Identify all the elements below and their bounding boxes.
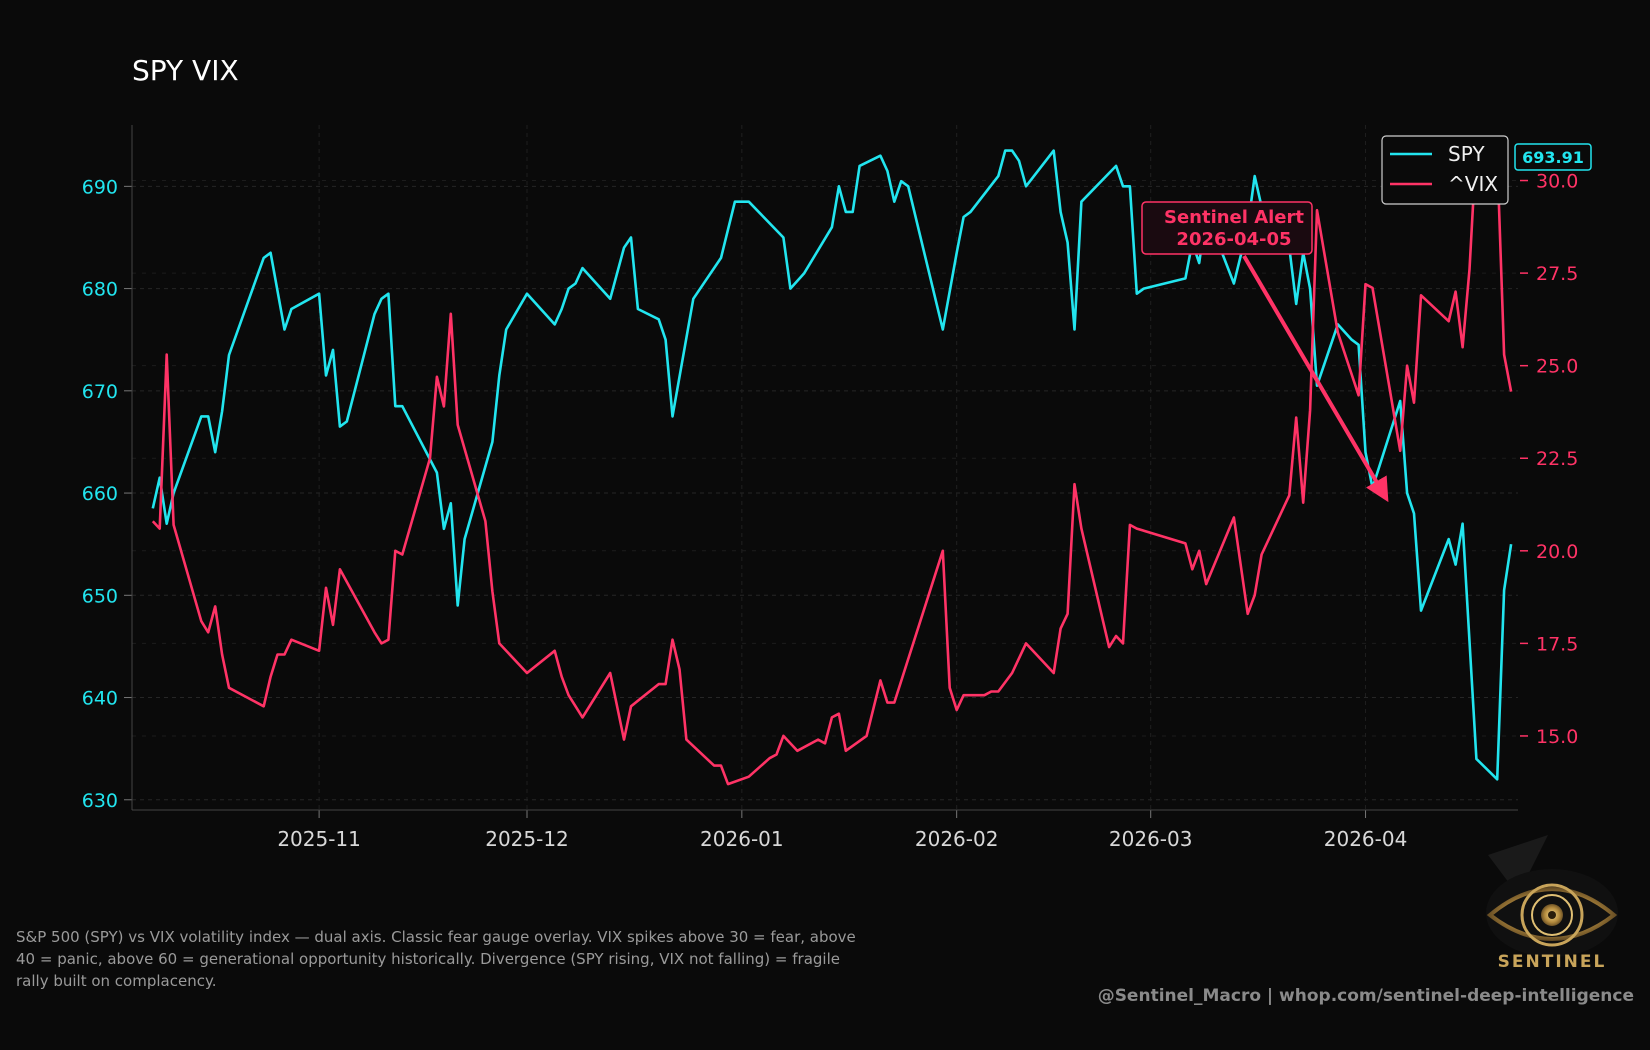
legend-layer: SPY ^VIX 693.91 (1381, 135, 1592, 205)
last-value-label: 693.91 (1522, 148, 1584, 167)
last-value-box (1514, 143, 1592, 171)
y-right-tick-label: 20.0 (1536, 541, 1578, 563)
x-tick-label: 2026-03 (1109, 827, 1193, 851)
x-tick-label: 2026-02 (915, 827, 999, 851)
series-layer (151, 142, 1513, 786)
series-line-vix (151, 142, 1513, 786)
annotation-date: 2026-04-05 (1176, 229, 1291, 250)
legend-entry: SPY (1448, 142, 1485, 166)
sentinel-eye-icon (1486, 835, 1618, 957)
y-left-tick-label: 660 (82, 483, 118, 505)
y-right-tick-label: 27.5 (1536, 263, 1578, 285)
credit-line: @Sentinel_Macro | whop.com/sentinel-deep… (1097, 986, 1634, 1006)
series-line-spy (151, 149, 1513, 781)
y-right-tick-label: 25.0 (1536, 356, 1578, 378)
y-right-tick-label: 15.0 (1536, 726, 1578, 748)
x-tick-label: 2026-04 (1324, 827, 1408, 851)
y-right-tick-label: 22.5 (1536, 448, 1578, 470)
y-right-tick-label: 17.5 (1536, 633, 1578, 655)
y-left-tick-label: 680 (82, 279, 118, 301)
annotation-label: Sentinel Alert (1164, 207, 1304, 228)
y-left-tick-label: 640 (82, 688, 118, 710)
logo-wordmark: SENTINEL (1497, 952, 1607, 972)
annotation-arrow (1242, 254, 1389, 503)
y-left-tick-label: 630 (82, 790, 118, 812)
y-left-tick-label: 650 (82, 585, 118, 607)
y-left-tick-label: 670 (82, 381, 118, 403)
y-right-tick-label: 30.0 (1536, 171, 1578, 193)
legend-entry: ^VIX (1448, 172, 1498, 196)
annotation-box (1141, 201, 1313, 255)
axes-layer: 630 640 650 660 670 680 690 15.0 17.5 20.0 22.5 25.… (82, 125, 1578, 851)
x-tick-label: 2026-01 (700, 827, 784, 851)
chart-title: SPY VIX (132, 54, 239, 87)
x-tick-label: 2025-12 (485, 827, 569, 851)
x-tick-label: 2025-11 (277, 827, 361, 851)
y-left-tick-label: 690 (82, 176, 118, 198)
chart-footnote: S&P 500 (SPY) vs VIX volatility index — … (16, 928, 856, 990)
